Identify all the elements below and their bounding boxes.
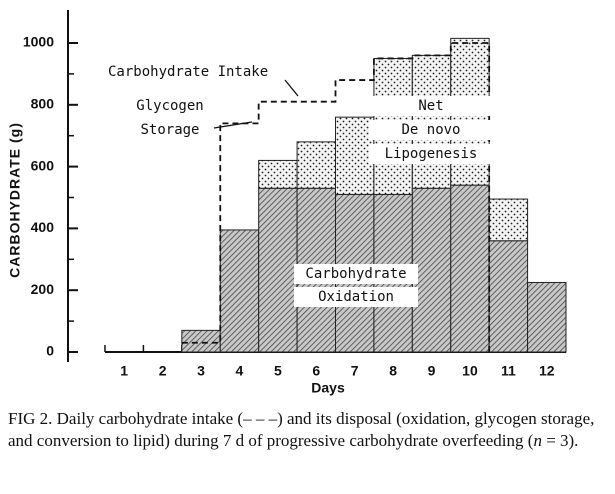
bar-segment [411, 187, 452, 353]
arrow [213, 121, 253, 129]
series-label: Lipogenesis [385, 146, 478, 162]
intake-label: Carbohydrate Intake [108, 64, 268, 80]
y-tick-label: 800 [31, 96, 55, 112]
bar-segment [258, 187, 298, 353]
bar-segment [219, 229, 260, 353]
x-tick-label: 6 [312, 363, 320, 379]
x-tick-label: 1 [120, 363, 128, 379]
y-tick-label: 600 [31, 157, 55, 173]
y-tick-label: 0 [46, 343, 54, 359]
y-tick-label: 1000 [23, 34, 54, 50]
x-tick-label: 7 [351, 363, 359, 379]
bar-segment [488, 240, 529, 353]
x-tick-label: 12 [539, 363, 555, 379]
series-label: De novo [401, 122, 460, 138]
label-background [294, 264, 418, 284]
series-label: Oxidation [318, 289, 394, 305]
x-tick-label: 3 [197, 363, 205, 379]
glycogen-label: Storage [140, 122, 199, 138]
x-tick-label: 9 [428, 363, 436, 379]
x-tick-label: 2 [159, 363, 167, 379]
bar-segment [527, 281, 567, 353]
caption: FIG 2. Daily carbohydrate intake (– – –)… [8, 408, 608, 452]
label-background [294, 287, 418, 307]
bar-segment [181, 329, 221, 353]
series-label: Net [418, 98, 443, 114]
chart: CARBOHYDRATE (g) Days 0 200 400 600 800 1000 1… [7, 10, 567, 396]
arrow [284, 79, 299, 97]
bar-segment [296, 141, 337, 189]
caption-text: = 3). [541, 431, 579, 450]
x-axis-label: Days [311, 380, 345, 396]
bar-segment [335, 116, 375, 195]
x-tick-label: 5 [274, 363, 282, 379]
y-tick-label: 400 [31, 219, 55, 235]
y-axis-label: CARBOHYDRATE (g) [7, 122, 23, 278]
caption-text: FIG 2. Daily carbohydrate intake (– – –)… [8, 409, 595, 450]
x-tick-label: 4 [236, 363, 244, 379]
caption-text: n [533, 431, 542, 450]
glycogen-label: Glycogen [136, 98, 203, 114]
intake-line [181, 42, 491, 352]
bar-segment [258, 159, 298, 189]
label-background [369, 144, 493, 164]
x-tick-label: 10 [462, 363, 478, 379]
x-tick-label: 8 [389, 363, 397, 379]
label-background [369, 120, 493, 140]
bar-segment [488, 198, 529, 242]
series-label: Carbohydrate [305, 266, 406, 282]
label-background [369, 96, 493, 116]
y-tick-label: 200 [31, 281, 55, 297]
x-tick-label: 11 [501, 363, 516, 379]
bar-segment [450, 184, 490, 353]
